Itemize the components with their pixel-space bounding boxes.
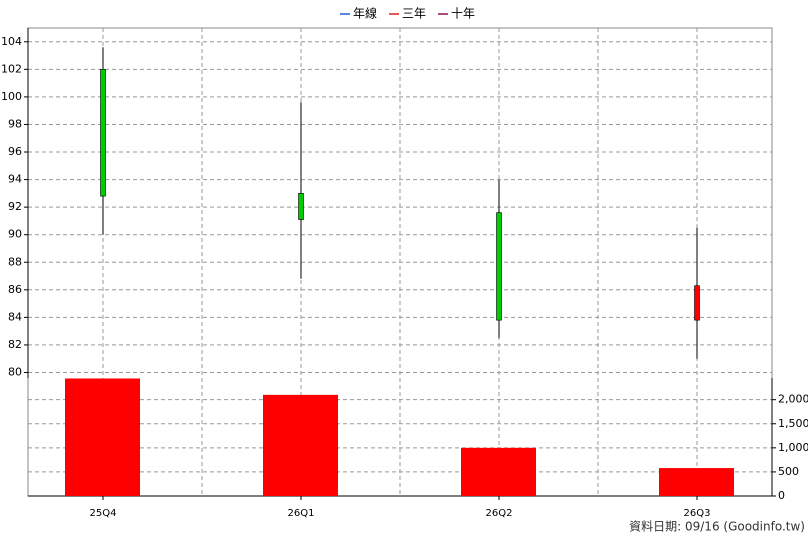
x-tick-label: 25Q4: [90, 508, 117, 519]
y2-tick-label: 1,000: [778, 441, 808, 454]
y-tick-label: 98: [8, 117, 22, 130]
y-tick-label: 96: [8, 145, 22, 158]
x-tick-label: 26Q2: [486, 508, 513, 519]
y-tick-label: 94: [8, 173, 22, 186]
volume-bar: [659, 468, 734, 496]
candle-body: [298, 193, 304, 220]
y2-tick-label: 1,500: [778, 417, 808, 430]
y-tick-label: 100: [1, 90, 22, 103]
candle-body: [100, 69, 106, 197]
volume-bar: [65, 378, 140, 496]
y2-tick-label: 500: [778, 465, 799, 478]
x-tick-label: 26Q1: [288, 508, 315, 519]
candle-body: [496, 212, 502, 321]
x-tick-label: 26Q3: [684, 508, 711, 519]
y2-tick-label: 2,000: [778, 393, 808, 406]
y-tick-label: 80: [8, 365, 22, 378]
volume-bar: [263, 394, 338, 496]
y2-tick-label: 0: [778, 489, 785, 502]
y-tick-label: 102: [1, 62, 22, 75]
legend-label: 年線: [353, 6, 377, 21]
y-tick-label: 86: [8, 283, 22, 296]
footnote: 資料日期: 09/16 (Goodinfo.tw): [629, 520, 805, 534]
y-tick-label: 104: [1, 35, 22, 48]
y-tick-label: 84: [8, 310, 22, 323]
legend-label: 十年: [451, 7, 475, 21]
y-tick-label: 82: [8, 338, 22, 351]
volume-bar: [461, 447, 536, 496]
candle-body: [694, 285, 700, 321]
legend-label: 三年: [402, 7, 426, 21]
y-tick-label: 88: [8, 255, 22, 268]
y-tick-label: 90: [8, 228, 22, 241]
y-tick-label: 92: [8, 200, 22, 213]
